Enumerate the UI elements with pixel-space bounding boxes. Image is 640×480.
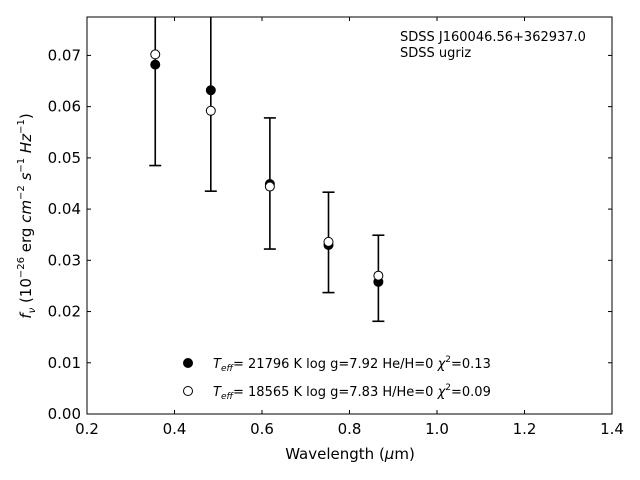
model-point-filled (150, 59, 161, 70)
x-tick-label: 0.6 (250, 420, 274, 438)
y-tick-label: 0.06 (48, 98, 81, 116)
y-tick-label: 0.04 (48, 200, 81, 218)
model-point-open (323, 236, 334, 247)
x-tick-label: 1.0 (425, 420, 449, 438)
x-tick-label: 0.8 (338, 420, 362, 438)
plot-frame (86, 16, 613, 415)
model-point-open (373, 270, 384, 281)
x-tick-label: 1.2 (513, 420, 537, 438)
legend-marker-open (183, 386, 193, 396)
x-tick-label: 0.2 (75, 420, 99, 438)
y-axis-label: fν (10−26 erg cm−2 s−1 Hz−1) (16, 113, 38, 318)
y-tick-label: 0.03 (48, 251, 81, 269)
x-tick-label: 0.4 (163, 420, 187, 438)
y-tick-label: 0.07 (48, 46, 81, 64)
object-name-annotation: SDSS J160046.56+362937.0 (400, 30, 586, 45)
model-point-open (205, 105, 216, 116)
y-tick-label: 0.02 (48, 303, 81, 321)
legend-entry-2: Teff= 18565 K log g=7.83 H/He=0 χ2=0.09 (213, 383, 491, 402)
filter-set-annotation: SDSS ugriz (400, 46, 471, 61)
model-point-open (264, 181, 275, 192)
legend: Teff= 21796 K log g=7.92 He/H=0 χ2=0.13 … (183, 355, 491, 402)
legend-marker-filled (183, 358, 193, 368)
model-point-filled (205, 85, 216, 96)
x-tick-label: 1.4 (600, 420, 624, 438)
y-tick-label: 0.05 (48, 149, 81, 167)
legend-entry-1: Teff= 21796 K log g=7.92 He/H=0 χ2=0.13 (213, 355, 491, 374)
model-point-open (150, 49, 161, 60)
y-tick-label: 0.01 (48, 354, 81, 372)
x-axis-label: Wavelength (μm) (285, 445, 415, 463)
y-tick-label: 0.00 (48, 405, 81, 423)
